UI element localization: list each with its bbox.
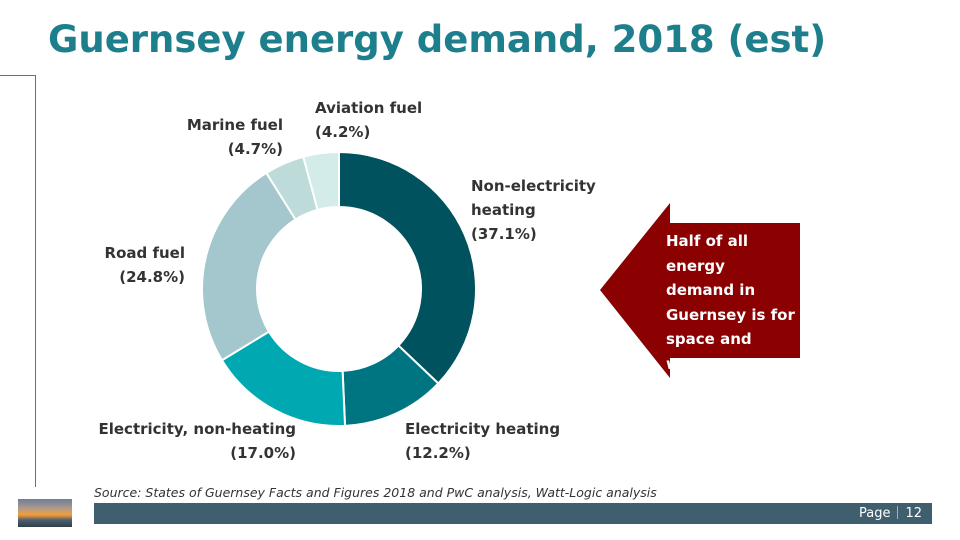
callout-line: Guernsey is for [666, 305, 795, 324]
page-separator [897, 506, 899, 519]
label-line: Road fuel [105, 244, 185, 262]
label-line: (4.7%) [228, 140, 283, 158]
label-line: Electricity, non-heating [99, 420, 297, 438]
callout-line: Half of all energy [666, 232, 749, 275]
sunset-thumbnail [18, 499, 72, 527]
label-line: Aviation fuel [315, 99, 422, 117]
label-line: Non-electricity [471, 177, 596, 195]
title-rule [0, 75, 36, 76]
label-electricity-heating: Electricity heating (12.2%) [405, 420, 560, 462]
label-line: (24.8%) [119, 268, 185, 286]
slice-road-fuel [201, 171, 297, 362]
label-line: heating [471, 201, 536, 219]
label-line: Marine fuel [187, 116, 283, 134]
label-line: (4.2%) [315, 123, 370, 141]
label-aviation-fuel: Aviation fuel (4.2%) [315, 99, 422, 141]
label-marine-fuel: Marine fuel (4.7%) [187, 116, 283, 158]
page-number: 12 [905, 506, 922, 521]
label-line: (37.1%) [471, 225, 537, 243]
callout-arrow [600, 203, 800, 378]
callout-line: heating [666, 379, 731, 397]
callout-text: Half of all energy demand in Guernsey is… [666, 229, 801, 401]
label-electricity-non-heating: Electricity, non-heating (17.0%) [99, 420, 297, 462]
footer-bar [94, 503, 932, 524]
label-line: (12.2%) [405, 444, 471, 462]
source-note: Source: States of Guernsey Facts and Fig… [94, 485, 657, 500]
page-indicator: Page 12 [859, 506, 922, 521]
page-label: Page [858, 506, 891, 521]
label-line: Electricity heating [405, 420, 560, 438]
label-road-fuel: Road fuel (24.8%) [105, 244, 185, 286]
slice-non-electricity-heating [338, 150, 477, 385]
slice-aviation-fuel [302, 150, 340, 212]
page-title: Guernsey energy demand, 2018 (est) [48, 18, 827, 61]
label-line: (17.0%) [230, 444, 296, 462]
left-rule [35, 75, 36, 487]
callout-line: demand in [666, 281, 756, 299]
callout-line: space and water [666, 330, 752, 373]
label-non-electricity-heating: Non-electricity heating (37.1%) [471, 177, 596, 243]
